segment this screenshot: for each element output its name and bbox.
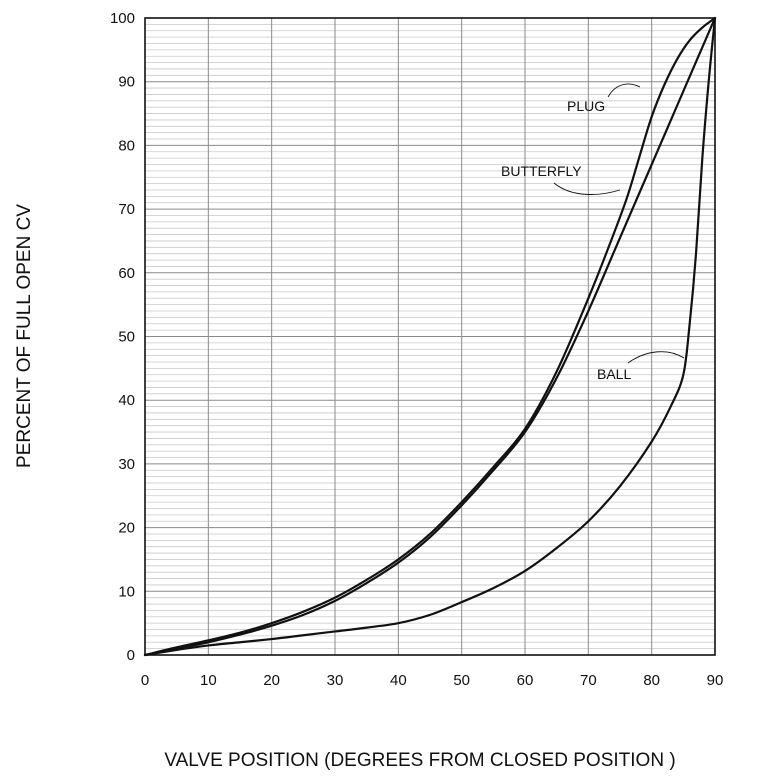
series-line-ball bbox=[143, 16, 717, 657]
curve-label-ball: BALL bbox=[597, 366, 631, 382]
series-line-plug bbox=[143, 16, 717, 657]
x-tick-label: 90 bbox=[707, 672, 724, 689]
label-leader-lines bbox=[553, 83, 685, 364]
x-tick-label: 50 bbox=[453, 672, 470, 689]
x-tick-labels: 0 10 20 30 40 50 60 70 80 90 bbox=[141, 672, 724, 689]
y-tick-label: 30 bbox=[118, 456, 135, 473]
curves bbox=[143, 16, 717, 657]
curve-label-plug: PLUG bbox=[567, 98, 605, 114]
x-axis-title: VALVE POSITION (DEGREES FROM CLOSED POSI… bbox=[164, 750, 675, 771]
x-tick-label: 10 bbox=[200, 672, 217, 689]
y-tick-label: 80 bbox=[118, 137, 135, 154]
y-tick-label: 90 bbox=[118, 74, 135, 91]
x-tick-label: 60 bbox=[517, 672, 534, 689]
x-tick-label: 80 bbox=[643, 672, 660, 689]
y-tick-label: 0 bbox=[127, 647, 135, 664]
leader-line-butterfly bbox=[553, 182, 621, 195]
series-line-butterfly bbox=[143, 16, 717, 657]
y-tick-label: 70 bbox=[118, 201, 135, 218]
y-tick-label: 40 bbox=[118, 392, 135, 409]
x-tick-label: 20 bbox=[263, 672, 280, 689]
y-tick-label: 10 bbox=[118, 583, 135, 600]
plot-frame bbox=[144, 17, 716, 656]
leader-line-ball bbox=[627, 351, 685, 364]
y-tick-label: 20 bbox=[118, 520, 135, 537]
x-tick-label: 0 bbox=[141, 672, 149, 689]
y-tick-label: 60 bbox=[118, 265, 135, 282]
curve-label-butterfly: BUTTERFLY bbox=[501, 163, 582, 179]
curve-labels: PLUG BUTTERFLY BALL bbox=[501, 98, 631, 382]
y-tick-label: 50 bbox=[118, 329, 135, 346]
minor-gridlines bbox=[145, 23, 715, 650]
major-gridlines bbox=[145, 18, 715, 655]
x-tick-label: 40 bbox=[390, 672, 407, 689]
y-tick-labels: 0 10 20 30 40 50 60 70 80 90 100 bbox=[110, 10, 135, 664]
x-tick-label: 30 bbox=[327, 672, 344, 689]
leader-line-plug bbox=[607, 83, 641, 98]
x-tick-label: 70 bbox=[580, 672, 597, 689]
y-axis-title: PERCENT OF FULL OPEN CV bbox=[14, 204, 35, 468]
y-tick-label: 100 bbox=[110, 10, 135, 27]
